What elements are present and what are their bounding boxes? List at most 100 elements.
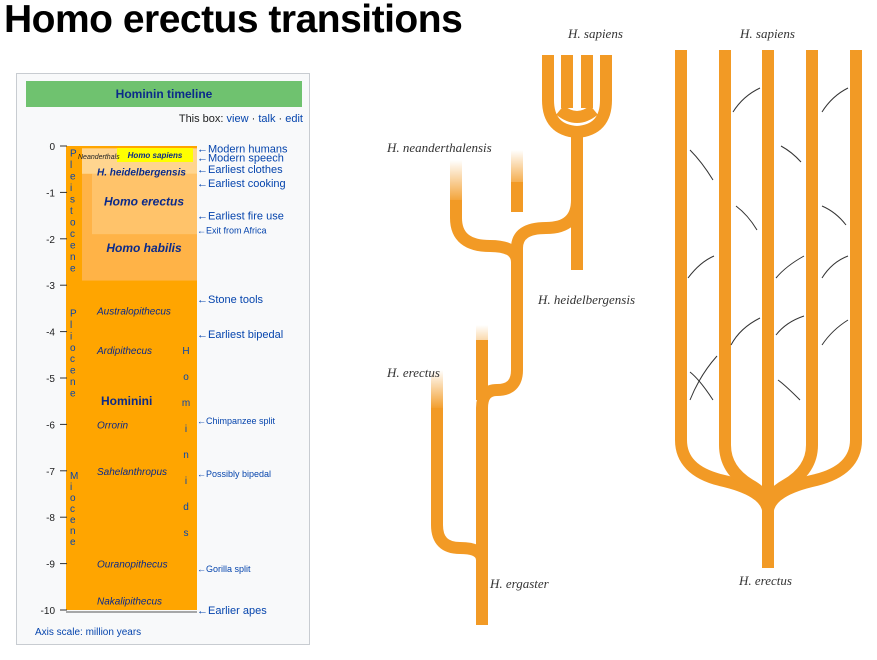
epoch-letter: l	[70, 160, 72, 171]
epoch-letter: e	[70, 263, 76, 274]
event-label: ←Stone tools	[197, 294, 264, 306]
hominin-timeline-box: Hominin timeline This box: view · talk ·…	[16, 73, 310, 645]
species-label: Neanderthals	[78, 154, 120, 161]
epoch-letter: e	[70, 515, 76, 526]
axis-tick-label: -2	[46, 235, 55, 246]
epoch-letter: i	[70, 331, 72, 342]
hominids-letter: H	[182, 346, 189, 357]
species-label: Homo erectus	[104, 195, 184, 209]
epoch-letter: c	[70, 229, 75, 240]
gene-flow-arrow	[730, 317, 761, 346]
gene-flow-arrow	[687, 255, 715, 279]
species-label: Orrorin	[97, 420, 129, 431]
event-label: ←Modern speech	[197, 153, 284, 165]
ergaster-fade	[431, 370, 443, 410]
hominids-letter: d	[183, 502, 189, 513]
event-label: ←Earliest clothes	[197, 164, 283, 176]
event-label: ←Gorilla split	[197, 564, 251, 574]
lineage-5	[762, 50, 862, 512]
gene-flow-arrow	[775, 315, 805, 336]
epoch-letter: s	[70, 194, 75, 205]
epoch-letter: M	[70, 471, 78, 482]
axis-tick-label: -5	[46, 374, 55, 385]
gene-flow-arrow	[821, 255, 849, 279]
species-label: Homo sapiens	[128, 151, 183, 160]
event-label: ←Possibly bipedal	[197, 469, 271, 479]
axis-tick-label: -1	[46, 188, 55, 199]
event-label: ←Chimpanzee split	[197, 416, 276, 426]
gene-flow-arrow	[777, 379, 801, 401]
slide-title: Homo erectus transitions	[4, 0, 463, 41]
gene-flow-arrow	[689, 149, 714, 181]
species-label: Nakalipithecus	[97, 597, 162, 608]
axis-tick-label: -9	[46, 560, 55, 571]
gene-flow-arrows	[687, 87, 849, 401]
nav-prefix: This box:	[178, 113, 224, 125]
nav-edit-link[interactable]: edit	[285, 113, 303, 125]
epoch-letter: o	[70, 493, 76, 504]
gene-flow-arrow	[732, 87, 761, 113]
axis-tick-label: -7	[46, 467, 55, 478]
timeline-chart: 0-1-2-3-4-5-6-7-8-9-10PleistocenePliocen…	[41, 142, 288, 617]
event-label: ←Earliest cooking	[197, 178, 286, 190]
axis-tick-label: -10	[41, 606, 56, 617]
ergaster-lineage	[431, 408, 488, 561]
epoch-letter: c	[70, 354, 75, 365]
label-h-neanderthalensis: H. neanderthalensis	[386, 140, 492, 155]
hominids-letter: i	[185, 476, 187, 487]
epoch-letter: e	[70, 537, 76, 548]
axis-scale-note[interactable]: Axis scale: million years	[35, 627, 142, 638]
neanderthal-fade	[450, 160, 462, 205]
hominids-letter: i	[185, 424, 187, 435]
neanderthal-sapiens-split	[511, 199, 583, 340]
axis-tick-label: -6	[46, 420, 55, 431]
epoch-letter: P	[70, 148, 77, 159]
candelabra-tree: H. sapiens H. erectus	[675, 26, 862, 588]
sapiens-crossbar	[556, 105, 598, 123]
epoch-letter: e	[70, 171, 76, 182]
neanderthal-lineage	[450, 200, 523, 263]
lineage-4	[762, 50, 818, 511]
label-h-erectus: H. erectus	[386, 365, 440, 380]
timeline-nav: This box: view · talk · edit	[178, 113, 303, 125]
axis-tick-label: 0	[49, 142, 55, 153]
nav-view-link[interactable]: view	[226, 113, 249, 125]
epoch-letter: n	[70, 377, 76, 388]
hominids-letter: s	[184, 528, 189, 539]
erectus-fade	[476, 325, 488, 365]
label-right-h-erectus: H. erectus	[738, 573, 792, 588]
label-h-sapiens: H. sapiens	[567, 26, 623, 41]
label-right-h-sapiens: H. sapiens	[739, 26, 795, 41]
epoch-letter: e	[70, 366, 76, 377]
event-label: ←Modern humans	[197, 143, 288, 155]
event-label: ←Earliest fire use	[197, 211, 284, 223]
nav-talk-link[interactable]: talk	[258, 113, 276, 125]
species-label: Sahelanthropus	[97, 467, 167, 478]
gene-flow-arrow	[780, 145, 802, 163]
axis-tick-label: -4	[46, 328, 55, 339]
gene-flow-arrow	[689, 371, 714, 401]
species-label: Ouranopithecus	[97, 560, 168, 571]
epoch-letter: i	[70, 183, 72, 194]
species-label: Ardipithecus	[96, 346, 152, 357]
label-h-ergaster: H. ergaster	[489, 576, 550, 591]
epoch-letter: o	[70, 217, 76, 228]
epoch-letter: t	[70, 206, 73, 217]
axis-tick-label: -3	[46, 281, 55, 292]
gene-flow-arrow	[821, 87, 849, 113]
epoch-letter: e	[70, 389, 76, 400]
gene-flow-arrow	[775, 255, 805, 279]
epoch-letter: i	[70, 482, 72, 493]
gene-flow-arrow	[689, 355, 718, 401]
epoch-letter: l	[70, 320, 72, 331]
lineage-2	[719, 50, 774, 511]
epoch-letter: c	[70, 504, 75, 515]
hominids-letter: o	[183, 372, 189, 383]
epoch-letter: P	[70, 308, 77, 319]
timeline-header: Hominin timeline	[26, 81, 302, 107]
species-label: Homo habilis	[106, 241, 182, 255]
hominids-letter: m	[182, 398, 190, 409]
epoch-letter: e	[70, 240, 76, 251]
gene-flow-arrow	[735, 205, 758, 231]
